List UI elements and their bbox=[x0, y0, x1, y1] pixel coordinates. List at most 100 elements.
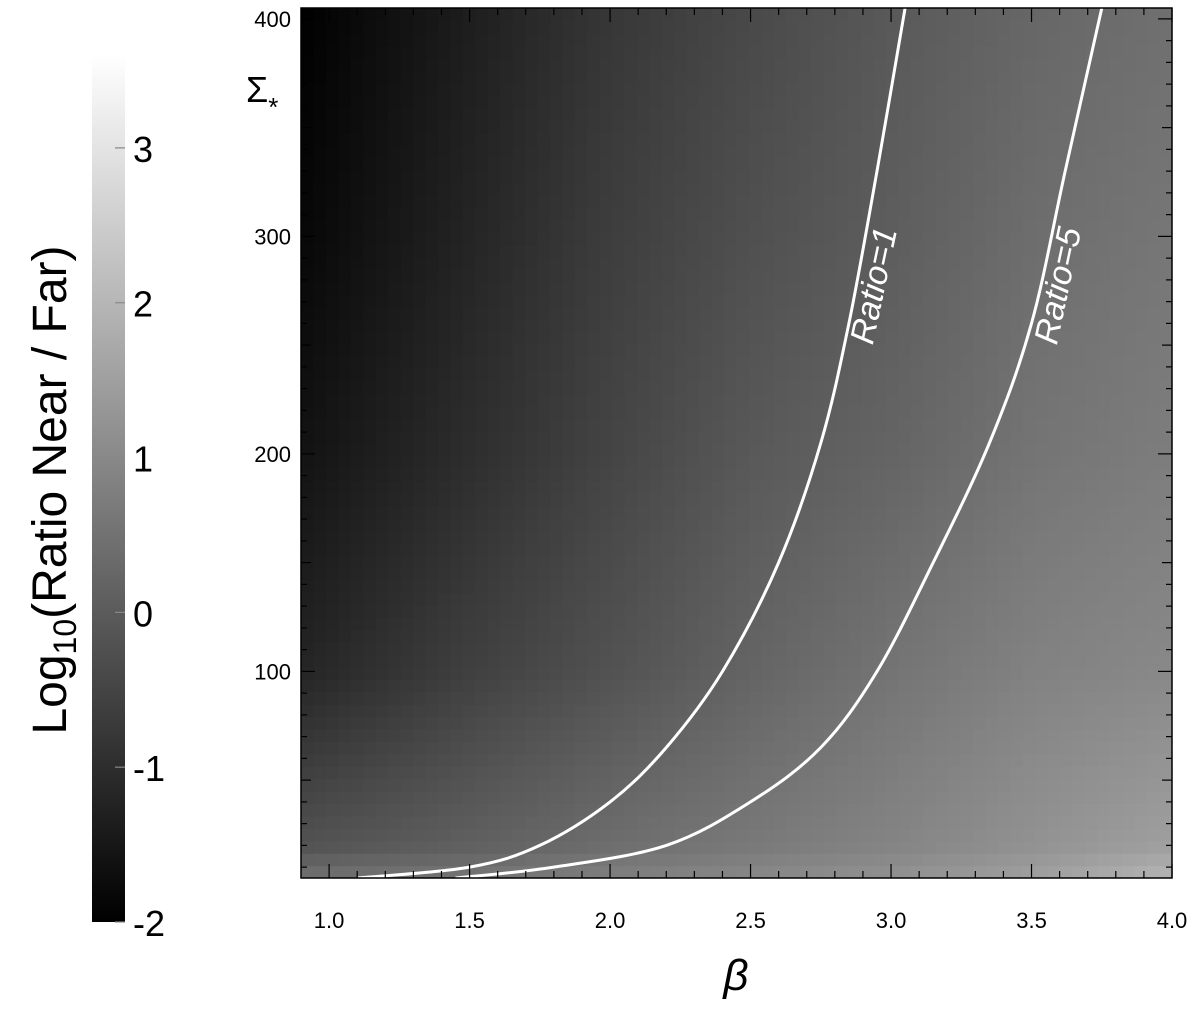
heatmap-cell bbox=[1097, 356, 1111, 370]
heatmap-cell bbox=[1159, 604, 1172, 618]
heatmap-cell bbox=[1022, 604, 1036, 618]
heatmap-cell bbox=[462, 704, 476, 718]
heatmap-cell bbox=[450, 579, 464, 593]
heatmap-cell bbox=[860, 716, 874, 730]
heatmap-cell bbox=[549, 20, 563, 34]
heatmap-cell bbox=[1134, 604, 1148, 618]
heatmap-cell bbox=[425, 82, 439, 96]
heatmap-cell bbox=[1060, 331, 1074, 345]
heatmap-cell bbox=[848, 144, 862, 158]
heatmap-cell bbox=[910, 604, 924, 618]
heatmap-cell bbox=[338, 803, 352, 817]
heatmap-cell bbox=[1047, 70, 1061, 84]
heatmap-cell bbox=[425, 231, 439, 245]
heatmap-cell bbox=[338, 169, 352, 183]
heatmap-cell bbox=[338, 57, 352, 71]
heatmap-cell bbox=[972, 70, 986, 84]
heatmap-cell bbox=[674, 380, 688, 394]
heatmap-cell bbox=[860, 480, 874, 494]
heatmap-cell bbox=[948, 380, 962, 394]
heatmap-cell bbox=[1010, 219, 1024, 233]
heatmap-cell bbox=[612, 107, 626, 121]
heatmap-cell bbox=[450, 219, 464, 233]
heatmap-cell bbox=[1047, 281, 1061, 295]
heatmap-cell bbox=[301, 828, 315, 842]
heatmap-cell bbox=[848, 530, 862, 544]
heatmap-cell bbox=[338, 281, 352, 295]
heatmap-cell bbox=[860, 492, 874, 506]
heatmap-cell bbox=[1147, 815, 1161, 829]
heatmap-cell bbox=[450, 356, 464, 370]
heatmap-cell bbox=[301, 617, 315, 631]
heatmap-cell bbox=[412, 840, 427, 854]
heatmap-cell bbox=[325, 231, 339, 245]
heatmap-cell bbox=[798, 704, 812, 718]
heatmap-cell bbox=[612, 293, 626, 307]
heatmap-cell bbox=[624, 716, 638, 730]
heatmap-cell bbox=[1035, 691, 1049, 705]
heatmap-cell bbox=[624, 604, 638, 618]
heatmap-cell bbox=[836, 554, 850, 568]
heatmap-cell bbox=[350, 505, 364, 519]
heatmap-cell bbox=[985, 791, 999, 805]
heatmap-cell bbox=[1035, 766, 1049, 780]
heatmap-cell bbox=[836, 617, 850, 631]
heatmap-cell bbox=[425, 356, 439, 370]
heatmap-cell bbox=[363, 467, 377, 481]
heatmap-cell bbox=[649, 331, 663, 345]
heatmap-cell bbox=[512, 629, 526, 643]
heatmap-cell bbox=[649, 206, 663, 220]
heatmap-cell bbox=[935, 70, 949, 84]
heatmap-cell bbox=[1084, 169, 1098, 183]
heatmap-cell bbox=[375, 206, 389, 220]
heatmap-cell bbox=[885, 530, 899, 544]
heatmap-cell bbox=[699, 343, 713, 357]
heatmap-cell bbox=[1159, 82, 1172, 96]
heatmap-cell bbox=[587, 542, 601, 556]
heatmap-cell bbox=[500, 356, 514, 370]
heatmap-cell bbox=[1047, 32, 1061, 46]
heatmap-cell bbox=[873, 57, 887, 71]
heatmap-cell bbox=[599, 455, 613, 469]
heatmap-cell bbox=[898, 542, 912, 556]
heatmap-cell bbox=[1084, 791, 1098, 805]
heatmap-cell bbox=[636, 455, 650, 469]
heatmap-cell bbox=[388, 554, 402, 568]
heatmap-cell bbox=[972, 865, 986, 878]
heatmap-cell bbox=[898, 132, 912, 146]
heatmap-cell bbox=[972, 231, 986, 245]
heatmap-cell bbox=[748, 418, 762, 432]
heatmap-cell bbox=[661, 418, 675, 432]
heatmap-cell bbox=[699, 144, 713, 158]
heatmap-cell bbox=[798, 343, 812, 357]
heatmap-cell bbox=[711, 505, 725, 519]
heatmap-cell bbox=[375, 194, 389, 208]
heatmap-cell bbox=[462, 306, 476, 320]
heatmap-cell bbox=[711, 666, 725, 680]
heatmap-cell bbox=[1084, 269, 1098, 283]
heatmap-cell bbox=[437, 467, 451, 481]
heatmap-cell bbox=[512, 517, 526, 531]
heatmap-cell bbox=[1134, 8, 1148, 22]
heatmap-cell bbox=[1159, 20, 1172, 34]
heatmap-cell bbox=[1060, 293, 1074, 307]
heatmap-cell bbox=[1084, 666, 1098, 680]
heatmap-cell bbox=[848, 492, 862, 506]
heatmap-cell bbox=[972, 604, 986, 618]
heatmap-cell bbox=[1010, 766, 1024, 780]
heatmap-cell bbox=[1134, 231, 1148, 245]
heatmap-cell bbox=[636, 281, 650, 295]
heatmap-cell bbox=[437, 281, 451, 295]
heatmap-cell bbox=[450, 269, 464, 283]
heatmap-cell bbox=[574, 840, 588, 854]
heatmap-cell bbox=[848, 766, 862, 780]
heatmap-cell bbox=[736, 492, 750, 506]
heatmap-cell bbox=[786, 57, 800, 71]
heatmap-cell bbox=[649, 716, 663, 730]
heatmap-cell bbox=[562, 256, 576, 270]
heatmap-cell bbox=[437, 492, 451, 506]
heatmap-cell bbox=[338, 269, 352, 283]
heatmap-cell bbox=[674, 579, 688, 593]
heatmap-cell bbox=[524, 480, 539, 494]
heatmap-cell bbox=[574, 604, 588, 618]
